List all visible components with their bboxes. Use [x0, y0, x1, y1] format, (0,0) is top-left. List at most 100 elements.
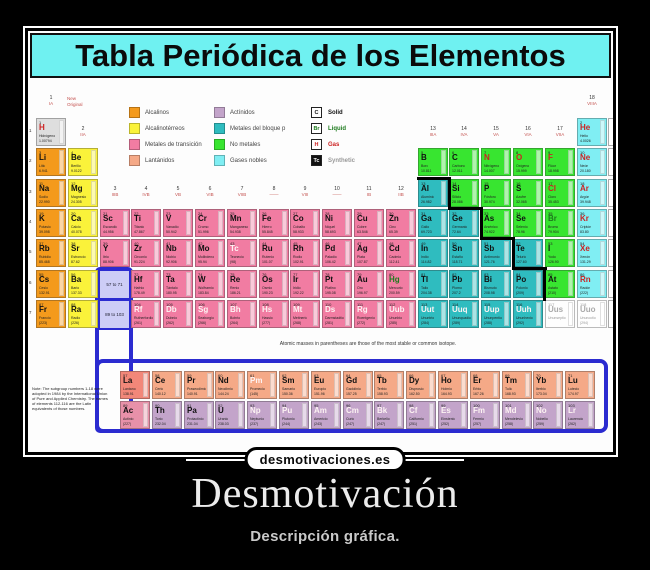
legend-swatch [129, 155, 140, 166]
element-number: 26 [262, 211, 267, 216]
element-cell-Rg: 111 Rg Roentgenio (272) [354, 300, 384, 328]
group-header-12: 12 IIB [386, 186, 416, 198]
element-cell-Eu: 63 Eu Europio 151.96 [311, 371, 341, 399]
element-number: 102 [536, 403, 543, 408]
element-symbol: Ir [293, 275, 299, 284]
element-name: Cesio [39, 285, 48, 290]
element-name: Cobre [357, 224, 367, 229]
element-name: Neptunio [250, 416, 265, 421]
element-name: Curio [346, 416, 355, 421]
element-symbol: Re [230, 275, 241, 284]
group-roman: IA [48, 101, 54, 106]
legend-swatch [129, 107, 140, 118]
periodic-table-image: Tabla Periódica de los Elementos New Ori… [28, 31, 613, 452]
element-cell-Mg: 12 Mg Magnesio 24.305 [68, 179, 98, 207]
legend-item: Metales de transición [129, 139, 202, 150]
element-mass: 95.94 [198, 260, 207, 264]
element-cell-Fr: 87 Fr Francio (223) [36, 300, 66, 328]
element-number: 85 [548, 272, 553, 277]
group-header-3: 3 IIIB [100, 186, 130, 198]
element-symbol: O [516, 153, 523, 162]
element-name: Bromo [548, 224, 559, 229]
element-name: Berkelio [377, 416, 390, 421]
element-number: 29 [357, 211, 362, 216]
element-cell-Ba: 56 Ba Bario 137.33 [68, 270, 98, 298]
edge-box [608, 239, 613, 267]
legend-label: Actínidos [230, 109, 255, 116]
element-mass: (259) [536, 422, 545, 426]
element-symbol: Ge [452, 214, 463, 223]
element-cell-Yb: 70 Yb Iterbio 173.04 [533, 371, 563, 399]
group-header-4: 4 IVB [131, 186, 161, 198]
element-cell-Rn: 86 Rn Radón (222) [577, 270, 607, 298]
element-symbol: Pa [187, 406, 197, 415]
element-symbol: Uuh [516, 305, 532, 314]
element-name: Europio [314, 386, 327, 391]
element-symbol: Se [516, 214, 526, 223]
element-symbol: Uuo [580, 305, 596, 314]
element-number: 41 [166, 241, 171, 246]
element-name: Nobelio [536, 416, 548, 421]
element-mass: (272) [357, 321, 366, 325]
element-name: Tántalo [166, 285, 178, 290]
element-cell-Fm: 100 Fm Fermio (257) [470, 401, 500, 429]
element-symbol: Pt [325, 275, 333, 284]
element-number: 49 [421, 241, 426, 246]
element-mass: 4.0026 [580, 139, 591, 143]
element-cell-Ti: 22 Ti Titanio 47.867 [131, 209, 161, 237]
element-name: Litio [39, 163, 46, 168]
element-number: 80 [389, 272, 394, 277]
element-number: 13 [421, 181, 426, 186]
element-cell-Br: 35 Br Bromo 79.904 [545, 209, 575, 237]
element-number: 84 [516, 272, 521, 277]
element-cell-Au: 79 Au Oro 196.97 [354, 270, 384, 298]
element-mass: 32.065 [516, 200, 527, 204]
badge-line-left [186, 459, 246, 461]
element-mass: 88.906 [103, 260, 114, 264]
element-number: 106 [198, 302, 205, 307]
element-name: Disprosio [409, 386, 424, 391]
element-mass: 106.42 [325, 260, 336, 264]
subgroup-footnote: Note: The subgroup numbers 1-18 were ado… [32, 386, 108, 411]
element-symbol: Xe [580, 244, 590, 253]
element-cell-In: 49 In Indio 114.82 [418, 239, 448, 267]
element-name: Carbono [452, 163, 466, 168]
element-mass: 208.98 [484, 291, 495, 295]
element-symbol: Cd [389, 244, 400, 253]
element-symbol: Pd [325, 244, 336, 253]
element-name: Talio [421, 285, 429, 290]
element-mass: (210) [548, 291, 557, 295]
element-mass: 58.933 [293, 230, 304, 234]
element-number: 71 [568, 373, 573, 378]
element-mass: (222) [580, 291, 589, 295]
element-cell-As: 33 As Arsénico 74.922 [481, 209, 511, 237]
element-name: Helio [580, 133, 588, 138]
element-cell-Po: 84 Po Polonio (209) [513, 270, 543, 298]
element-mass: (264) [230, 321, 239, 325]
element-mass: (289) [452, 321, 461, 325]
element-name: Xenón [580, 254, 591, 259]
element-cell-Be: 4 Be Berilio 9.0122 [68, 148, 98, 176]
element-symbol: Sr [71, 244, 80, 253]
element-mass: 150.36 [282, 392, 293, 396]
element-cell-La: 57 La Lantano 138.91 [120, 371, 150, 399]
element-number: 99 [441, 403, 446, 408]
element-cell-V: 23 V Vanadio 50.942 [163, 209, 193, 237]
element-symbol: Ne [580, 153, 591, 162]
element-number: 92 [218, 403, 223, 408]
element-symbol: Zn [389, 214, 399, 223]
element-name: Magnesio [71, 194, 87, 199]
element-cell-Ru: 44 Ru Rutenio 101.07 [259, 239, 289, 267]
element-number: 14 [452, 181, 457, 186]
element-number: 66 [409, 373, 414, 378]
group-roman: VIB [206, 192, 214, 197]
element-mass: 28.086 [452, 200, 463, 204]
period-label-1: 1 [29, 128, 32, 133]
element-symbol: Cr [198, 214, 207, 223]
element-symbol: Ti [134, 214, 141, 223]
element-symbol: Li [39, 153, 47, 162]
legend-swatch [214, 107, 225, 118]
element-cell-Bh: 107 Bh Bohrio (264) [227, 300, 257, 328]
element-name: Boro [421, 163, 429, 168]
element-cell-Ag: 47 Ag Plata 107.87 [354, 239, 384, 267]
